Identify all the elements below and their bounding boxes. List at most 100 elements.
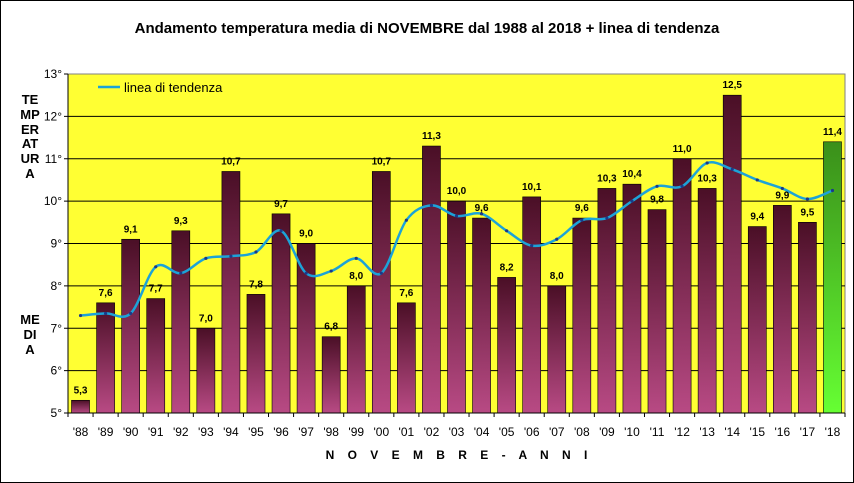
value-label: 9,0	[299, 229, 313, 240]
y-axis-label-top: TEMPERATURA	[20, 92, 40, 181]
x-tick-label: '16	[775, 425, 791, 439]
value-label: 10,0	[447, 186, 467, 197]
value-label: 11,0	[673, 144, 692, 155]
bar	[497, 277, 516, 414]
x-tick-label: '98	[323, 425, 339, 439]
trend-point	[78, 313, 83, 318]
trend-point	[730, 167, 734, 171]
trend-point	[103, 311, 108, 316]
trend-point	[555, 237, 559, 241]
bar	[747, 226, 767, 414]
value-label: 9,4	[750, 212, 764, 223]
x-tick-label: '10	[624, 425, 640, 439]
bar	[246, 294, 266, 414]
bar	[522, 196, 542, 414]
bar	[447, 200, 466, 414]
value-labels: 5,3 7,6 9,1 7,7 9,3 7,0 10,7 7,8 9,7 9,0 6,8 8,0 10,…	[74, 80, 843, 396]
value-label: 5,3	[74, 385, 88, 396]
y-tick-label: 13°	[44, 67, 62, 81]
y-tick-label: 8°	[51, 279, 63, 293]
trend-point	[279, 229, 283, 233]
x-tick-label: '06	[524, 425, 540, 439]
value-label: 7,7	[149, 284, 163, 295]
y-axis-label-bottom: MEDIA	[20, 312, 40, 357]
value-label: 7,6	[99, 288, 113, 299]
x-tick-label: '05	[499, 425, 515, 439]
legend: linea di tendenza	[98, 80, 223, 95]
x-tick-label: '18	[825, 425, 841, 439]
value-label: 10,3	[597, 173, 617, 184]
x-tick-label: '02	[424, 425, 440, 439]
bar	[271, 213, 291, 414]
x-tick-label: '93	[198, 425, 214, 439]
x-tick-label: '97	[298, 425, 314, 439]
bar	[296, 243, 316, 414]
bar	[422, 145, 441, 414]
x-tick-label: '07	[549, 425, 565, 439]
x-tick-label: '04	[474, 425, 490, 439]
value-label: 10,7	[221, 156, 241, 167]
x-tick-label: '08	[574, 425, 590, 439]
trend-point	[179, 271, 183, 275]
value-label: 9,5	[800, 207, 814, 218]
x-tick-label: '00	[373, 425, 389, 439]
bar	[171, 230, 191, 414]
x-tick-label: '14	[724, 425, 740, 439]
x-tick-label: '15	[749, 425, 765, 439]
bar	[371, 171, 391, 414]
trend-point	[479, 212, 484, 216]
trend-point	[304, 271, 308, 275]
value-label: 9,8	[650, 195, 664, 206]
value-label: 8,0	[349, 271, 363, 282]
trend-point	[354, 256, 358, 260]
trend-point	[329, 269, 333, 273]
value-label: 6,8	[324, 322, 338, 333]
value-label: 7,0	[199, 313, 213, 324]
x-tick-label: '17	[800, 425, 816, 439]
trend-point	[254, 250, 258, 254]
trend-point	[780, 186, 784, 191]
trend-point	[705, 161, 709, 165]
x-tick-label: '01	[399, 425, 415, 439]
trend-point	[229, 254, 233, 258]
y-tick-label: 9°	[51, 237, 63, 251]
value-label: 9,1	[124, 224, 138, 235]
bar	[321, 336, 341, 414]
trend-point	[505, 229, 509, 233]
x-tick-label: '12	[674, 425, 690, 439]
value-label: 12,5	[722, 80, 742, 91]
x-tick-label: '03	[449, 425, 465, 439]
bar	[96, 302, 115, 414]
bar	[196, 327, 216, 414]
bars	[71, 94, 842, 414]
bar	[71, 399, 90, 414]
trend-point	[154, 265, 158, 269]
y-tick-label: 11°	[45, 152, 62, 166]
y-tick-label: 7°	[51, 321, 63, 335]
x-tick-label: '90	[123, 425, 139, 439]
trend-line-group	[78, 161, 835, 318]
value-label: 7,8	[249, 279, 263, 290]
trend-point	[204, 256, 208, 260]
trend-point	[655, 184, 659, 188]
trend-point	[605, 216, 609, 220]
value-label: 8,2	[500, 262, 514, 273]
x-tick-label: '94	[223, 425, 239, 439]
x-tick-label: '88	[73, 425, 89, 439]
trend-point	[755, 178, 759, 182]
y-tick-label: 6°	[51, 364, 63, 378]
x-tick-label: '99	[348, 425, 364, 439]
y-tick-label: 5°	[51, 406, 63, 420]
value-label: 11,3	[422, 131, 441, 142]
bar	[722, 94, 742, 414]
bar	[472, 217, 491, 414]
bar	[221, 171, 241, 414]
trend-point	[429, 203, 434, 207]
bar	[547, 285, 567, 414]
trend-point	[530, 244, 534, 248]
value-label: 9,3	[174, 216, 188, 227]
value-label: 10,3	[697, 173, 717, 184]
x-tick-label: '09	[599, 425, 615, 439]
bar	[622, 183, 642, 414]
